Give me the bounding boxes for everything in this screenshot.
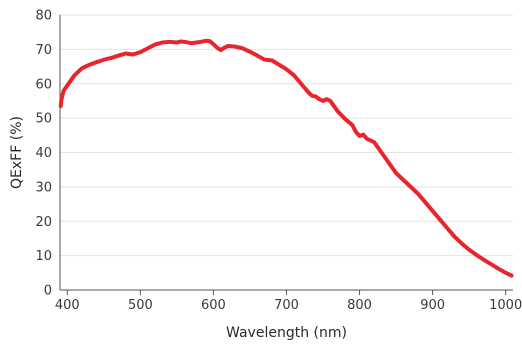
y-tick-label: 20 <box>35 215 52 230</box>
x-tick-label: 800 <box>347 298 372 313</box>
y-tick-label: 0 <box>44 284 52 299</box>
y-tick-label: 10 <box>35 249 52 264</box>
y-tick-label: 80 <box>35 9 52 24</box>
y-tick-label: 50 <box>35 112 52 127</box>
x-tick-label: 900 <box>420 298 445 313</box>
y-axis-title: QExFF (%) <box>9 116 25 189</box>
axis-labels: Wavelength (nm) QExFF (%) 0 10 20 30 40 50 60 7… <box>9 9 522 342</box>
y-tick-label: 30 <box>35 180 52 195</box>
axes <box>59 15 513 295</box>
y-tick-label: 60 <box>35 77 52 92</box>
x-axis-title: Wavelength (nm) <box>226 325 347 341</box>
y-tick-label: 40 <box>35 146 52 161</box>
x-tick-label: 1000 <box>489 298 522 313</box>
plot-area <box>58 38 514 278</box>
x-tick-label: 500 <box>128 298 153 313</box>
gridlines <box>60 14 513 257</box>
x-tick-label: 700 <box>274 298 299 313</box>
x-tick-label: 600 <box>201 298 226 313</box>
y-tick-label: 70 <box>35 43 52 58</box>
series-line <box>58 38 514 278</box>
x-tick-label: 400 <box>55 298 80 313</box>
